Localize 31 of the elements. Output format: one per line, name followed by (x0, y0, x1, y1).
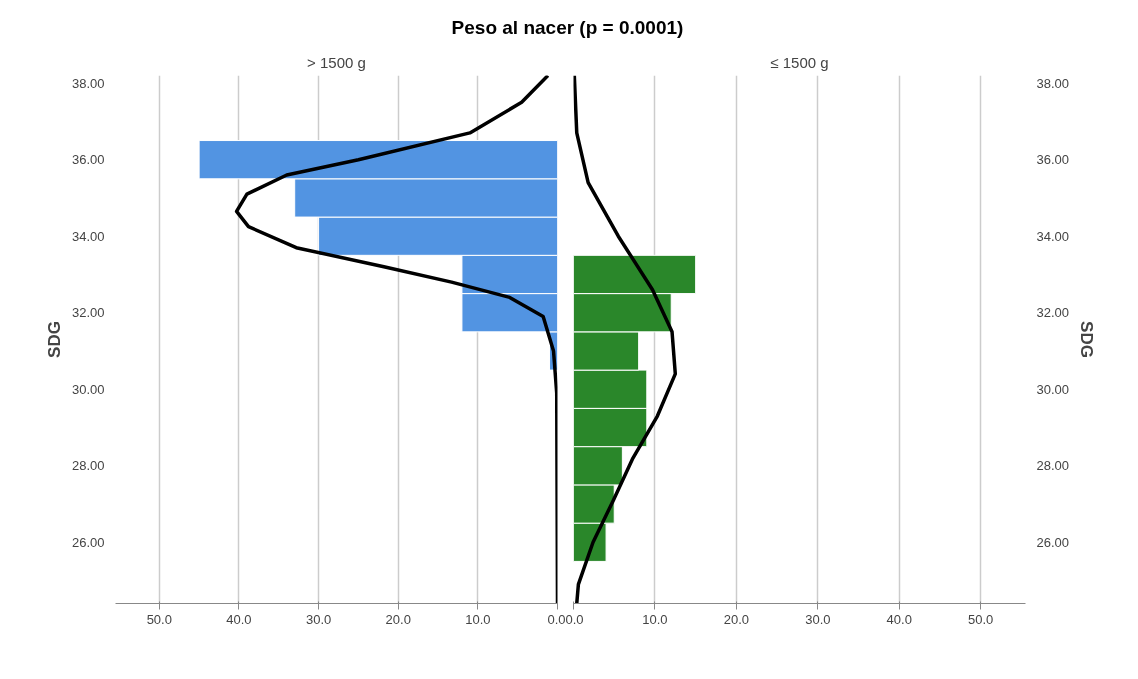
chart-subtitle: ≤ 1500 g (770, 53, 829, 71)
y-tick-label: 28.00 (1036, 458, 1070, 474)
x-tick-label: 20.0 (385, 611, 411, 627)
y-tick-label: 36.00 (71, 152, 105, 168)
x-tick-label: 30.0 (805, 611, 831, 627)
y-tick-label: 36.00 (1036, 152, 1070, 168)
y-tick-label: 26.00 (1036, 534, 1070, 550)
y-tick-label: 32.00 (71, 305, 105, 321)
x-tick-label: 50.0 (968, 611, 994, 627)
y-tick-label: 30.00 (71, 381, 105, 397)
y-tick-label: 26.00 (71, 534, 105, 550)
y-tick-label: 28.00 (71, 458, 105, 474)
x-tick-label: 40.0 (886, 611, 912, 627)
y-tick-label: 30.00 (1036, 381, 1070, 397)
y-tick-label: 34.00 (71, 228, 105, 244)
chart-title: Peso al nacer (p = 0.0001) (451, 16, 684, 40)
x-tick-label: 30.0 (305, 611, 332, 627)
x-tick-label: 0.0 (547, 611, 566, 627)
x-tick-label: 20.0 (723, 611, 750, 627)
y-tick-label: 32.00 (1036, 305, 1070, 321)
y-tick-label: 38.00 (1036, 75, 1070, 91)
x-tick-label: 10.0 (642, 611, 668, 627)
y-tick-label: 34.00 (1036, 228, 1070, 244)
x-tick-label: 40.0 (226, 611, 252, 627)
y-tick-label: 38.00 (71, 75, 105, 91)
x-tick-label: 10.0 (465, 611, 491, 627)
y-axis-title: SDG (1077, 321, 1097, 359)
chart-subtitle: > 1500 g (307, 53, 366, 71)
x-tick-label: 0.0 (565, 611, 584, 627)
y-axis-title: SDG (44, 321, 64, 359)
x-tick-label: 50.0 (146, 611, 172, 627)
